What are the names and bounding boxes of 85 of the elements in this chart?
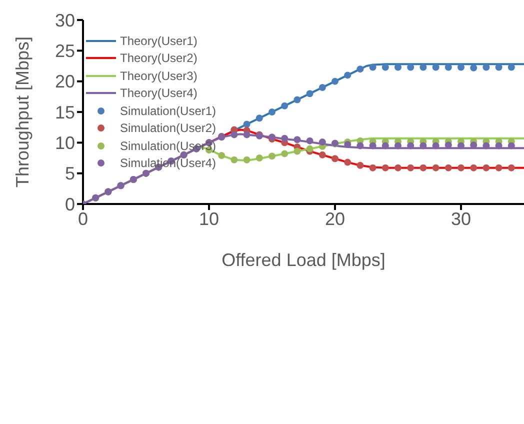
legend-label: Theory(User3) bbox=[120, 68, 198, 83]
point bbox=[432, 164, 440, 172]
y-axis-title: Throughput [Mbps] bbox=[12, 36, 32, 188]
point bbox=[306, 137, 314, 144]
point bbox=[458, 164, 464, 172]
point bbox=[458, 64, 464, 71]
point bbox=[256, 154, 263, 162]
y-tick-label: 15 bbox=[54, 102, 75, 122]
point bbox=[382, 142, 389, 150]
x-tick-label: 0 bbox=[78, 208, 88, 229]
x-tick-label: 10 bbox=[198, 208, 220, 229]
point bbox=[407, 164, 414, 172]
point bbox=[470, 64, 478, 72]
point bbox=[394, 142, 402, 150]
point bbox=[495, 164, 502, 172]
point bbox=[318, 138, 326, 146]
legend-label: Theory(User1) bbox=[120, 34, 198, 48]
point bbox=[444, 64, 452, 71]
point bbox=[394, 64, 402, 71]
point bbox=[294, 136, 301, 144]
point bbox=[356, 142, 364, 150]
point bbox=[230, 131, 238, 138]
point bbox=[407, 142, 414, 150]
legend-label: Simulation(User2) bbox=[120, 121, 216, 136]
point bbox=[382, 64, 389, 71]
legend-label: Theory(User2) bbox=[120, 51, 198, 66]
legend-label: Theory(User4) bbox=[120, 86, 198, 100]
point bbox=[508, 142, 515, 150]
y-tick-label: 20 bbox=[54, 72, 75, 92]
point bbox=[230, 156, 238, 164]
point bbox=[508, 64, 515, 71]
point bbox=[420, 142, 427, 150]
point bbox=[369, 142, 376, 150]
point bbox=[482, 164, 490, 172]
point bbox=[369, 64, 376, 71]
point bbox=[294, 148, 301, 155]
y-tick-label: 30 bbox=[54, 10, 75, 30]
point bbox=[344, 141, 352, 148]
point bbox=[268, 108, 276, 116]
point bbox=[432, 142, 440, 150]
point bbox=[318, 151, 326, 158]
point bbox=[218, 152, 226, 160]
point bbox=[508, 164, 515, 172]
point bbox=[470, 142, 478, 149]
point bbox=[420, 164, 427, 172]
point bbox=[470, 164, 478, 172]
point bbox=[268, 152, 276, 160]
y-tick-label: 10 bbox=[54, 133, 75, 154]
y-tick-label: 5 bbox=[64, 164, 75, 184]
point bbox=[332, 155, 338, 162]
point bbox=[306, 145, 314, 152]
point bbox=[243, 120, 250, 128]
point bbox=[281, 150, 288, 158]
point bbox=[382, 164, 389, 172]
point bbox=[444, 164, 452, 172]
point bbox=[458, 142, 464, 150]
legend-label: Simulation(User1) bbox=[120, 104, 216, 118]
point bbox=[407, 64, 414, 71]
point bbox=[332, 78, 338, 85]
x-tick-label: 20 bbox=[324, 208, 346, 229]
point bbox=[306, 90, 314, 98]
x-axis-title: Offered Load [Mbps] bbox=[222, 250, 386, 270]
point bbox=[432, 64, 440, 71]
point bbox=[394, 164, 402, 172]
y-tick-label: 0 bbox=[64, 194, 75, 214]
point bbox=[344, 158, 352, 166]
point bbox=[281, 134, 288, 142]
point bbox=[482, 142, 490, 150]
point bbox=[243, 156, 250, 164]
point bbox=[318, 84, 326, 91]
point bbox=[444, 142, 452, 149]
x-tick-label: 30 bbox=[450, 208, 472, 229]
y-tick-label: 25 bbox=[54, 41, 75, 62]
point bbox=[294, 96, 301, 104]
point bbox=[369, 164, 376, 172]
point bbox=[281, 102, 288, 110]
point bbox=[420, 64, 427, 71]
point bbox=[356, 66, 364, 73]
point bbox=[495, 142, 502, 150]
point bbox=[495, 64, 502, 71]
point bbox=[256, 114, 263, 122]
point bbox=[243, 131, 250, 138]
point bbox=[356, 162, 364, 169]
point bbox=[344, 72, 352, 79]
point bbox=[482, 64, 490, 71]
